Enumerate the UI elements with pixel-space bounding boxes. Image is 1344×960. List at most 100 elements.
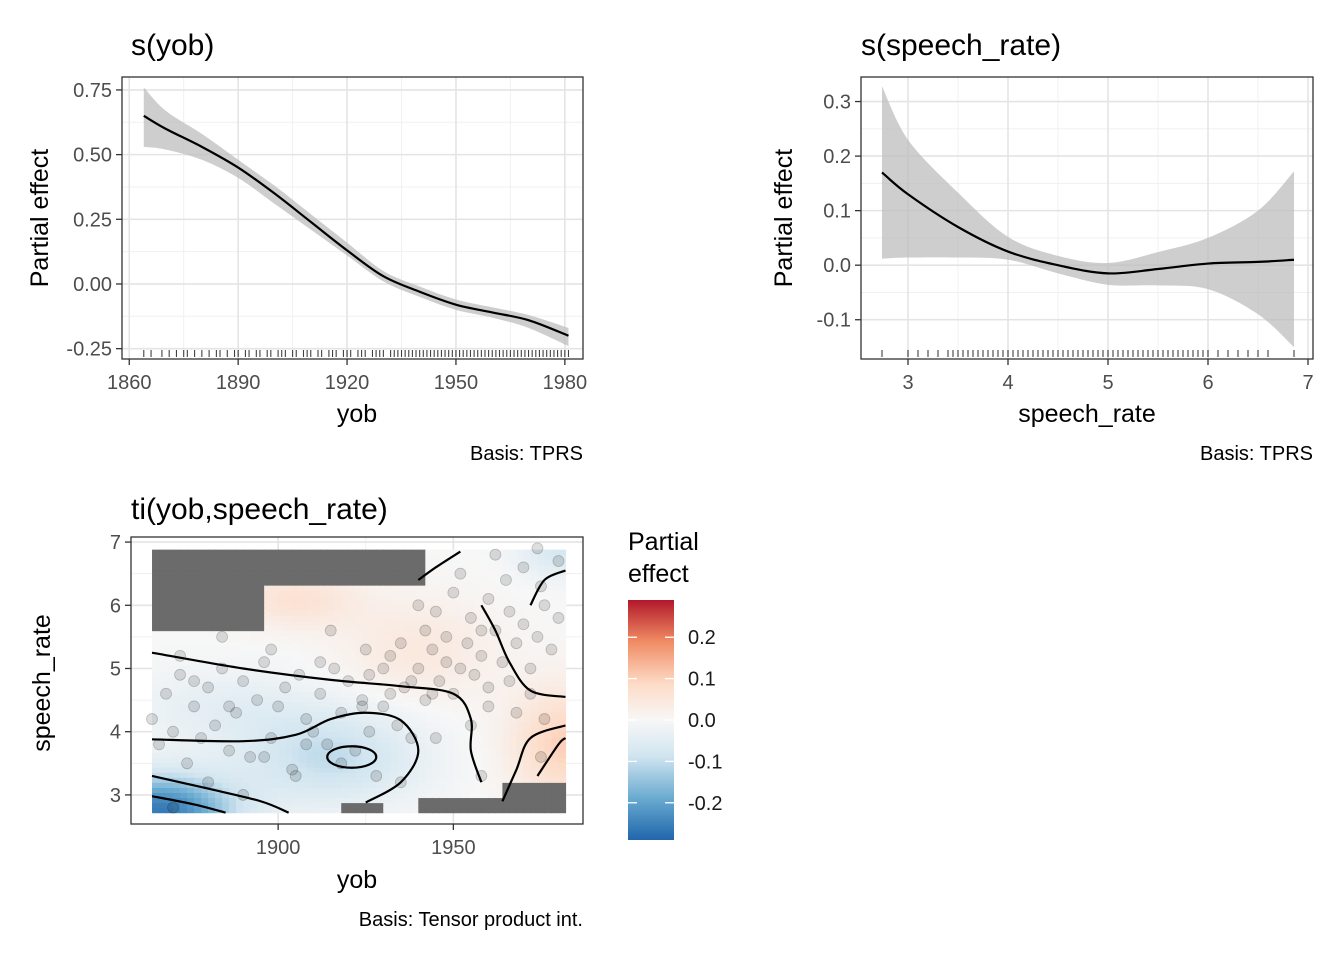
heatmap-cell bbox=[215, 595, 223, 601]
heatmap-cell bbox=[257, 701, 265, 708]
heatmap-cell bbox=[341, 610, 349, 616]
heatmap-cell bbox=[453, 711, 461, 718]
heatmap-cell bbox=[208, 549, 216, 556]
heatmap-cell bbox=[180, 807, 188, 814]
data-point bbox=[552, 612, 565, 624]
heatmap-cell bbox=[509, 630, 518, 637]
heatmap-cell bbox=[523, 782, 532, 788]
heatmap-cell bbox=[474, 787, 482, 793]
heatmap-cell bbox=[187, 610, 195, 616]
heatmap-cell bbox=[425, 706, 433, 713]
heatmap-cell bbox=[327, 797, 335, 804]
heatmap-cell bbox=[383, 564, 391, 571]
heatmap-cell bbox=[544, 777, 553, 783]
heatmap-cell bbox=[215, 590, 223, 596]
heatmap-cell bbox=[222, 605, 230, 611]
heatmap-cell bbox=[222, 767, 230, 773]
heatmap-cell bbox=[439, 792, 447, 799]
heatmap-cell bbox=[306, 731, 314, 738]
heatmap-cell bbox=[544, 625, 553, 632]
heatmap-cell bbox=[243, 640, 251, 647]
heatmap-cell bbox=[362, 610, 370, 616]
heatmap-cell bbox=[278, 696, 286, 702]
heatmap-cell bbox=[537, 701, 546, 708]
heatmap-cell bbox=[271, 777, 279, 783]
heatmap-cell bbox=[159, 782, 167, 788]
heatmap-cell bbox=[488, 736, 497, 743]
legend-tick-label: 0.0 bbox=[688, 710, 716, 732]
heatmap-cell bbox=[509, 605, 518, 611]
heatmap-cell bbox=[481, 767, 489, 773]
heatmap-cell bbox=[250, 701, 258, 708]
heatmap-cell bbox=[320, 772, 328, 778]
heatmap-cell bbox=[404, 756, 412, 763]
heatmap-cell bbox=[481, 630, 489, 637]
heatmap-cell bbox=[264, 772, 272, 778]
heatmap-cell bbox=[530, 625, 539, 632]
heatmap-cell bbox=[516, 610, 525, 616]
heatmap-cell bbox=[229, 777, 237, 783]
heatmap-cell bbox=[383, 782, 391, 788]
heatmap-cell bbox=[341, 605, 349, 611]
heatmap-cell bbox=[334, 741, 342, 748]
heatmap-cell bbox=[446, 721, 454, 728]
heatmap-cell bbox=[334, 625, 342, 632]
heatmap-cell bbox=[530, 655, 539, 662]
heatmap-cell bbox=[383, 635, 391, 642]
heatmap-cell bbox=[516, 716, 525, 723]
heatmap-cell bbox=[460, 595, 468, 601]
heatmap-cell bbox=[306, 559, 314, 566]
heatmap-cell bbox=[446, 549, 454, 556]
heatmap-cell bbox=[369, 569, 377, 576]
heatmap-cell bbox=[432, 574, 440, 581]
heatmap-cell bbox=[488, 660, 497, 667]
heatmap-cell bbox=[187, 585, 195, 591]
heatmap-cell bbox=[159, 600, 167, 606]
heatmap-cell bbox=[271, 554, 279, 561]
heatmap-cell bbox=[509, 640, 518, 647]
heatmap-cell bbox=[383, 731, 391, 738]
heatmap-cell bbox=[222, 554, 230, 561]
heatmap-cell bbox=[159, 701, 167, 708]
heatmap-cell bbox=[173, 802, 181, 809]
heatmap-cell bbox=[390, 807, 398, 814]
heatmap-cell bbox=[411, 549, 419, 556]
heatmap-cell bbox=[257, 686, 265, 692]
heatmap-cell bbox=[250, 746, 258, 753]
heatmap-cell bbox=[194, 762, 202, 768]
heatmap-cell bbox=[376, 671, 384, 677]
heatmap-cell bbox=[208, 625, 216, 632]
heatmap-cell bbox=[320, 711, 328, 718]
heatmap-cell bbox=[362, 792, 370, 799]
heatmap-cell bbox=[453, 772, 461, 778]
heatmap-cell bbox=[439, 585, 447, 591]
heatmap-cell bbox=[243, 574, 251, 581]
heatmap-cell bbox=[299, 792, 307, 799]
heatmap-cell bbox=[327, 590, 335, 596]
heatmap-cell bbox=[446, 615, 454, 622]
heatmap-cell bbox=[411, 676, 419, 682]
heatmap-cell bbox=[208, 731, 216, 738]
y-tick-label: 5 bbox=[110, 658, 121, 680]
heatmap-cell bbox=[215, 554, 223, 561]
heatmap-cell bbox=[425, 772, 433, 778]
heatmap-cell bbox=[173, 807, 181, 814]
heatmap-cell bbox=[404, 746, 412, 753]
heatmap-cell bbox=[180, 792, 188, 799]
heatmap-cell bbox=[257, 640, 265, 647]
heatmap-cell bbox=[243, 585, 251, 591]
heatmap-cell bbox=[376, 716, 384, 723]
heatmap-cell bbox=[418, 630, 426, 637]
heatmap-cell bbox=[509, 746, 518, 753]
heatmap-cell bbox=[201, 671, 209, 677]
heatmap-cell bbox=[509, 716, 518, 723]
heatmap-cell bbox=[418, 741, 426, 748]
heatmap-cell bbox=[425, 716, 433, 723]
heatmap-cell bbox=[320, 716, 328, 723]
heatmap-cell bbox=[306, 802, 314, 809]
heatmap-cell bbox=[439, 807, 447, 814]
heatmap-cell bbox=[348, 615, 356, 622]
heatmap-cell bbox=[306, 716, 314, 723]
heatmap-cell bbox=[187, 549, 195, 556]
heatmap-cell bbox=[292, 751, 300, 758]
